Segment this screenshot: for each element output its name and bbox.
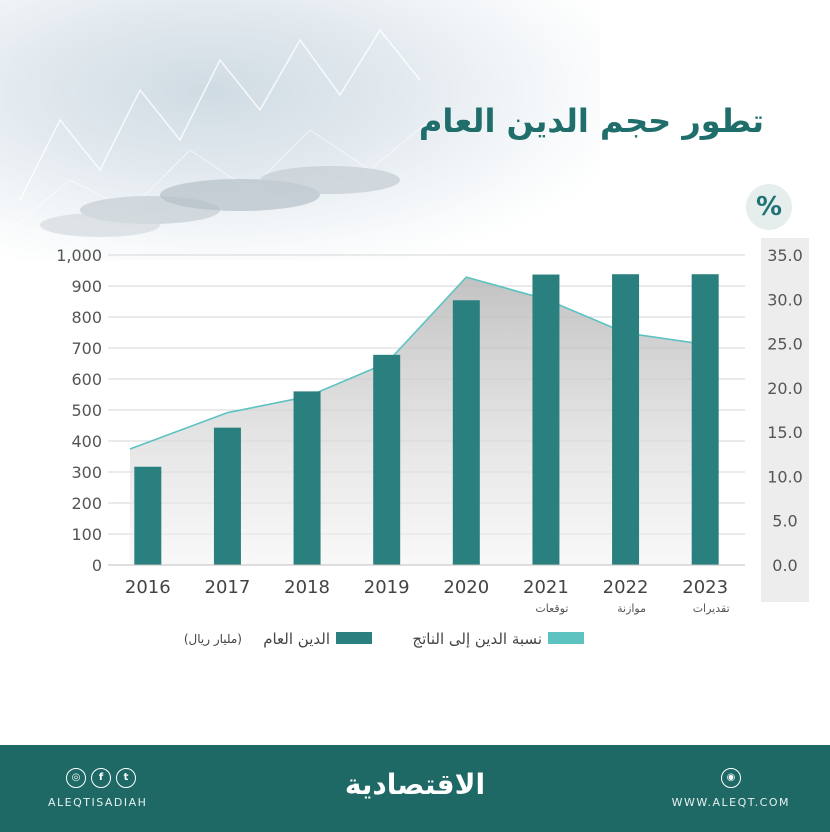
bar-2020 [452, 300, 480, 565]
website-link[interactable]: WWW.ALEQT.COM [671, 796, 790, 809]
y-left-tick-label: 1,000 [56, 246, 102, 265]
debt-chart: 0 100 200 300 400 500 600 700 800 900 1,000 0.0 5.0 1… [56, 246, 803, 615]
y-right-tick-label: 10.0 [767, 467, 803, 486]
ratio-area-fill [130, 277, 706, 565]
legend-label-ratio: نسبة الدين إلى الناتج [412, 630, 542, 648]
y-left-tick-label: 900 [71, 277, 102, 296]
x-tick-label: 2020 [443, 577, 489, 598]
percent-axis-badge: % [746, 184, 792, 230]
y-right-tick-label: 5.0 [772, 512, 797, 531]
y-left-tick-label: 300 [71, 463, 102, 482]
x-tick-label: 2019 [364, 577, 410, 598]
y-right-tick-label: 35.0 [767, 246, 803, 265]
bar-2016 [134, 466, 162, 565]
y-left-tick-label: 400 [71, 432, 102, 451]
legend-swatch-debt [336, 632, 372, 644]
decorative-stock-lines [9, 28, 431, 237]
y-left-tick-label: 200 [71, 494, 102, 513]
bars [134, 274, 719, 565]
legend-unit-debt: (مليار ريال) [183, 632, 242, 646]
x-tick-label: 2017 [205, 577, 251, 598]
y-right-tick-label: 30.0 [767, 290, 803, 309]
legend-swatch-ratio [548, 632, 584, 644]
social-handle[interactable]: ALEQTISADIAH [48, 796, 148, 809]
x-tick-label: 2018 [284, 577, 330, 598]
footer-bar [0, 745, 830, 832]
y-right-tick-label: 0.0 [772, 556, 797, 575]
bar-2021 [532, 274, 560, 565]
web-icon[interactable]: ◉ [721, 768, 741, 788]
hero-background [0, 0, 600, 260]
y-left-tick-label: 800 [71, 308, 102, 327]
x-tick-note: تقديرات [693, 602, 730, 615]
x-tick-label: 2016 [125, 577, 171, 598]
x-tick-label: 2023 [682, 577, 728, 598]
brand-logo: الاقتصادية [344, 768, 486, 801]
x-tick-note: توقعات [535, 602, 568, 615]
axes: 0 100 200 300 400 500 600 700 800 900 1,000 0.0 5.0 1… [56, 246, 803, 615]
right-axis-band [761, 238, 809, 602]
facebook-icon[interactable]: f [91, 768, 111, 788]
y-left-tick-label: 100 [71, 525, 102, 544]
x-tick-note: موازنة [617, 602, 646, 615]
instagram-icon[interactable]: ◎ [66, 768, 86, 788]
y-left-tick-label: 600 [71, 370, 102, 389]
y-left-tick-label: 500 [71, 401, 102, 420]
y-left-tick-label: 0 [92, 556, 102, 575]
bar-2022 [612, 274, 640, 565]
bar-2017 [213, 427, 241, 565]
legend-label-debt: الدين العام [263, 630, 330, 648]
bar-2019 [373, 354, 401, 565]
y-right-tick-label: 20.0 [767, 379, 803, 398]
chart-title: تطور حجم الدين العام [418, 102, 764, 140]
y-left-tick-label: 700 [71, 339, 102, 358]
y-right-tick-label: 15.0 [767, 423, 803, 442]
x-tick-label: 2021 [523, 577, 569, 598]
bar-2023 [691, 274, 719, 565]
bar-2018 [293, 391, 321, 565]
twitter-icon[interactable]: t [116, 768, 136, 788]
x-tick-label: 2022 [603, 577, 649, 598]
y-right-tick-label: 25.0 [767, 335, 803, 354]
